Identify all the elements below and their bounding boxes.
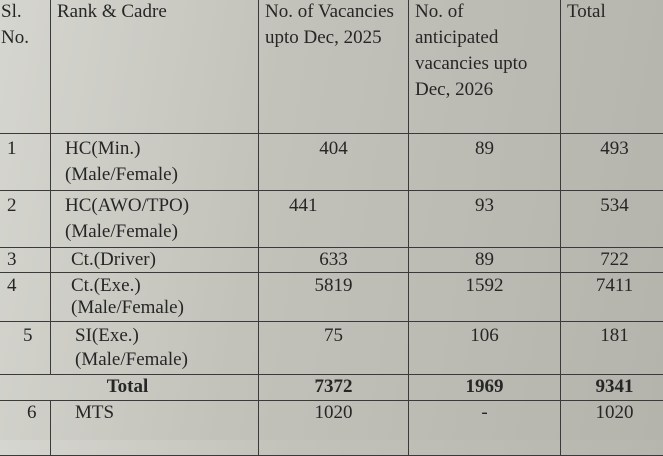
header-rank: Rank & Cadre (51, 0, 259, 134)
anticipated-cell: 106 (409, 322, 561, 375)
table-row: 5 SI(Exe.)(Male/Female) 75 106 181 (0, 322, 663, 375)
total-cell: 534 (561, 191, 663, 248)
table-row: 6 MTS 1020 - 1020 (0, 401, 663, 456)
rank-name: Ct.(Exe.) (71, 275, 252, 297)
header-row: Sl. No. Rank & Cadre No. of Vacancies up… (0, 0, 663, 134)
header-anticipated: No. of anticipated vacancies upto Dec, 2… (409, 0, 561, 134)
rank-cell: SI(Exe.)(Male/Female) (51, 322, 259, 375)
table-row: 3 Ct.(Driver) 633 89 722 (0, 248, 663, 273)
rank-sub: (Male/Female) (65, 219, 252, 245)
header-vacancies: No. of Vacancies upto Dec, 2025 (259, 0, 409, 134)
sl-cell: 3 (0, 248, 51, 273)
table-row: 1 HC(Min.)(Male/Female) 404 89 493 (0, 134, 663, 191)
rank-name: SI(Exe.) (75, 324, 252, 348)
rank-name: HC(AWO/TPO) (65, 193, 252, 219)
total-vacancies: 7372 (259, 375, 409, 401)
total-anticipated: 1969 (409, 375, 561, 401)
rank-cell: Ct.(Driver) (51, 248, 259, 273)
vacancies-cell: 441 (259, 191, 409, 248)
vacancies-cell: 1020 (259, 401, 409, 456)
rank-name: Ct.(Driver) (71, 249, 156, 270)
vacancies-cell: 5819 (259, 273, 409, 322)
total-cell: 1020 (561, 401, 663, 456)
anticipated-cell: - (409, 401, 561, 456)
rank-cell: Ct.(Exe.)(Male/Female) (51, 273, 259, 322)
total-label: Total (0, 375, 259, 401)
rank-sub: (Male/Female) (65, 162, 252, 188)
vacancies-cell: 404 (259, 134, 409, 191)
rank-sub: (Male/Female) (71, 297, 252, 319)
anticipated-cell: 89 (409, 134, 561, 191)
header-total: Total (561, 0, 663, 134)
rank-sub: (Male/Female) (75, 348, 252, 372)
grand-total: 9341 (561, 375, 663, 401)
rank-cell: HC(Min.)(Male/Female) (51, 134, 259, 191)
sl-cell: 2 (0, 191, 51, 248)
total-row: Total 7372 1969 9341 (0, 375, 663, 401)
sl-cell: 6 (0, 401, 51, 456)
vacancies-cell: 75 (259, 322, 409, 375)
vacancies-cell: 633 (259, 248, 409, 273)
total-cell: 7411 (561, 273, 663, 322)
sl-cell: 1 (0, 134, 51, 191)
table-row: 2 HC(AWO/TPO)(Male/Female) 441 93 534 (0, 191, 663, 248)
sl-cell: 4 (0, 273, 51, 322)
anticipated-cell: 93 (409, 191, 561, 248)
header-sl: Sl. No. (0, 0, 51, 134)
anticipated-cell: 89 (409, 248, 561, 273)
rank-cell: HC(AWO/TPO)(Male/Female) (51, 191, 259, 248)
rank-cell: MTS (51, 401, 259, 456)
total-cell: 722 (561, 248, 663, 273)
anticipated-cell: 1592 (409, 273, 561, 322)
table-row: 4 Ct.(Exe.)(Male/Female) 5819 1592 7411 (0, 273, 663, 322)
rank-name: HC(Min.) (65, 136, 252, 162)
sl-cell: 5 (0, 322, 51, 375)
total-cell: 493 (561, 134, 663, 191)
total-cell: 181 (561, 322, 663, 375)
